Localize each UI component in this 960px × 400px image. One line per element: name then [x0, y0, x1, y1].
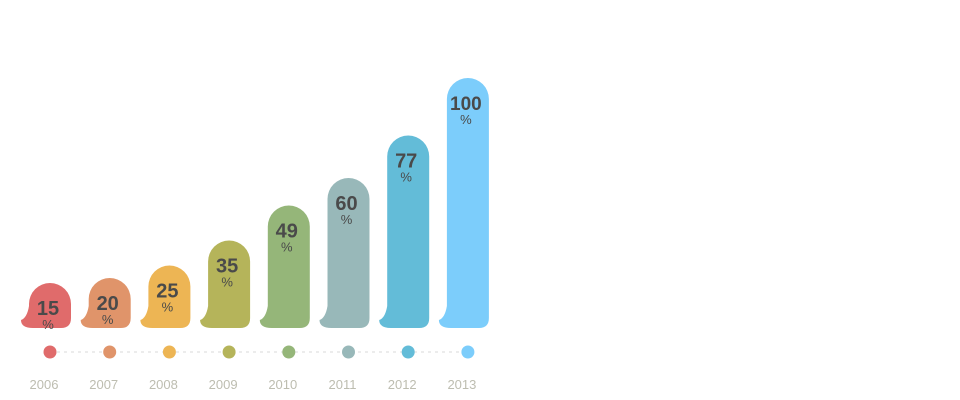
value-label-2013: 100 — [450, 94, 482, 115]
tick-label-2009: 2009 — [209, 377, 238, 392]
bar-2006 — [21, 283, 71, 328]
value-label-2011: 60 — [335, 193, 357, 215]
bar-2013 — [438, 78, 489, 328]
timeline-layer: 2006 2007 2008 2009 2010 2011 2012 2013 — [30, 345, 476, 392]
timeline-dot-2012 — [401, 345, 415, 359]
bar-2009 — [200, 240, 251, 328]
bar-2008 — [140, 265, 191, 328]
value-suffix-2008: % — [162, 300, 174, 315]
timeline-dot-2010 — [282, 345, 296, 359]
value-label-2006: 15 — [37, 298, 59, 320]
tick-label-2013: 2013 — [447, 377, 476, 392]
timeline-dot-2008 — [162, 345, 176, 359]
value-label-2007: 20 — [97, 293, 119, 315]
value-suffix-2013: % — [460, 112, 472, 127]
bars-layer — [21, 78, 489, 328]
tick-label-2008: 2008 — [149, 377, 178, 392]
value-suffix-2012: % — [400, 170, 412, 185]
bar-2007 — [80, 278, 131, 328]
tick-label-2010: 2010 — [268, 377, 297, 392]
timeline-dot-2009 — [222, 345, 236, 359]
bar-2012 — [379, 135, 430, 328]
value-labels-layer: 15%20%25%35%49%60%77%100% — [37, 94, 482, 332]
timeline-dot-2011 — [342, 345, 355, 359]
value-suffix-2007: % — [102, 312, 114, 327]
bar-2011 — [319, 178, 370, 328]
tick-label-2006: 2006 — [30, 377, 59, 392]
value-suffix-2006: % — [42, 317, 54, 332]
tick-label-2012: 2012 — [388, 377, 417, 392]
value-suffix-2011: % — [341, 212, 353, 227]
value-label-2008: 25 — [156, 281, 178, 303]
timeline-dot-2006 — [43, 345, 57, 359]
tick-label-2011: 2011 — [329, 377, 357, 392]
value-label-2012: 77 — [395, 151, 417, 173]
value-label-2010: 49 — [276, 221, 298, 243]
value-suffix-2009: % — [221, 275, 233, 290]
value-label-2009: 35 — [216, 256, 238, 278]
bar-2010 — [259, 205, 310, 328]
timeline-dot-2013 — [461, 345, 475, 359]
value-suffix-2010: % — [281, 240, 293, 255]
timeline-dot-2007 — [103, 345, 117, 359]
tick-label-2007: 2007 — [89, 377, 118, 392]
